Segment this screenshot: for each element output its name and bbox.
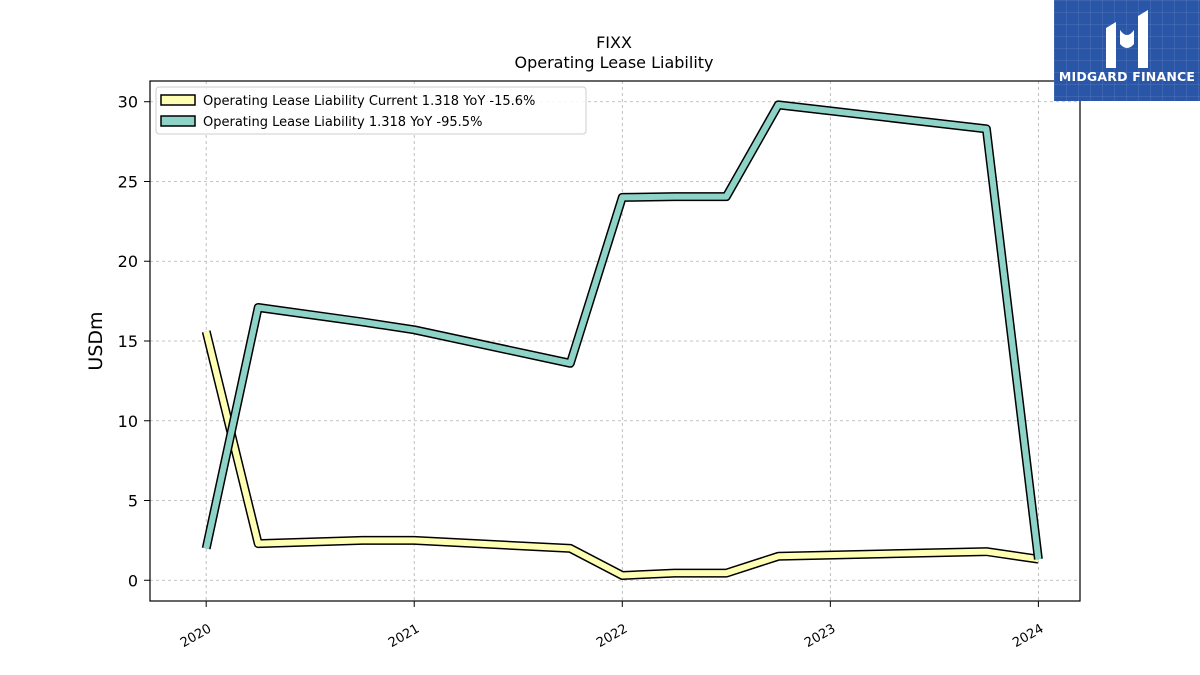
y-axis: 0 5 10 15 20 25 30 xyxy=(118,93,150,590)
x-tick-label: 2022 xyxy=(594,621,630,651)
y-tick-label: 15 xyxy=(118,332,138,351)
y-tick-label: 5 xyxy=(128,492,138,511)
legend-label-total: Operating Lease Liability 1.318 YoY -95.… xyxy=(203,115,482,130)
series-line-1 xyxy=(203,101,1042,560)
series-line-0 xyxy=(203,330,1039,579)
series-lines xyxy=(201,100,1043,580)
y-tick-label: 25 xyxy=(118,172,138,191)
grid xyxy=(150,81,1080,601)
legend-label-current: Operating Lease Liability Current 1.318 … xyxy=(203,94,535,109)
logo-text: MIDGARD FINANCE xyxy=(1058,69,1196,84)
y-tick-label: 0 xyxy=(128,571,138,590)
legend: Operating Lease Liability Current 1.318 … xyxy=(155,86,587,135)
x-tick-label: 2024 xyxy=(1010,621,1046,651)
x-tick-label: 2020 xyxy=(178,621,214,651)
midgard-logo-icon xyxy=(1106,10,1148,68)
legend-swatch-current xyxy=(160,94,196,106)
x-tick-label: 2023 xyxy=(802,621,838,651)
y-tick-label: 20 xyxy=(118,252,138,271)
midgard-finance-logo: MIDGARD FINANCE xyxy=(1054,0,1200,101)
x-axis: 2020 2021 2022 2023 2024 xyxy=(178,601,1046,651)
chart-subtitle: Operating Lease Liability xyxy=(514,53,713,72)
chart-title: FIXX xyxy=(596,33,632,52)
x-tick-label: 2021 xyxy=(386,621,422,651)
legend-box xyxy=(155,86,587,135)
y-tick-label: 30 xyxy=(118,93,138,112)
legend-swatch-total xyxy=(160,115,196,127)
y-axis-label: USDm xyxy=(85,311,107,370)
y-tick-label: 10 xyxy=(118,412,138,431)
